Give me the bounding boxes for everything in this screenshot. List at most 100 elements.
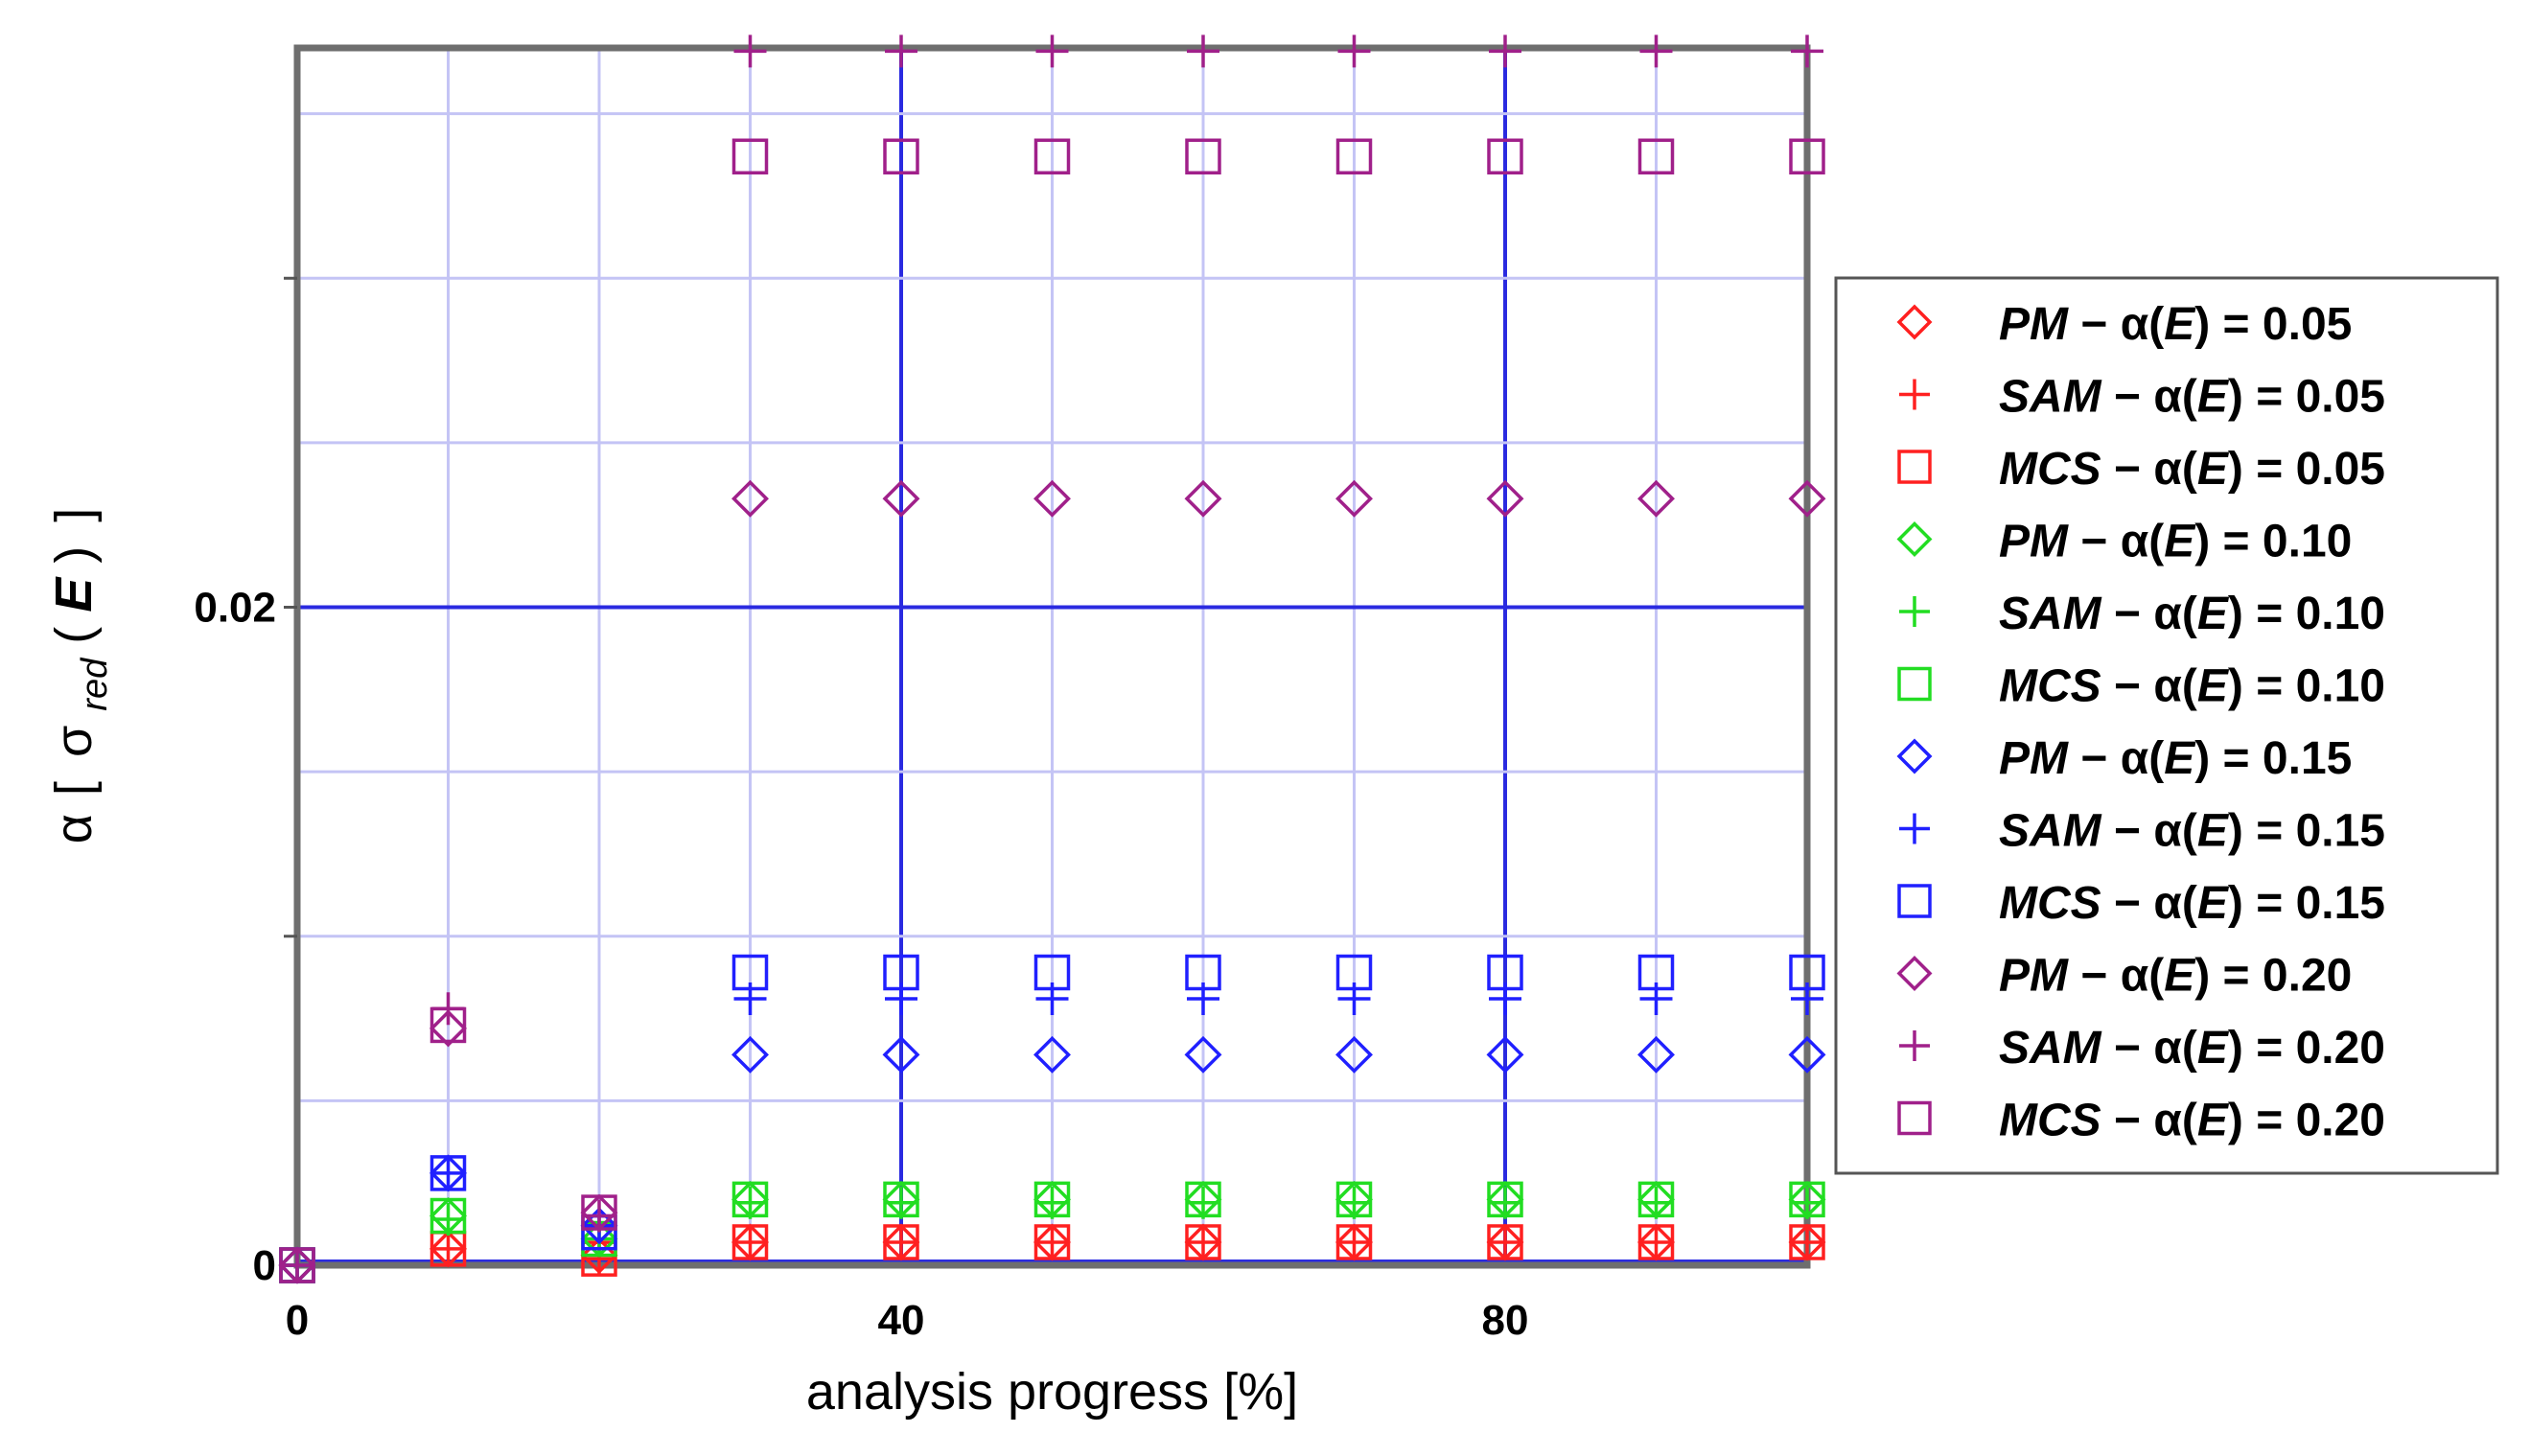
point-plus [431, 1156, 465, 1190]
legend-item: MCS − α(E) = 0.20 [1897, 1096, 2385, 1146]
series-1 [281, 1225, 1823, 1282]
point-square [1487, 1224, 1523, 1260]
point-square [1487, 1181, 1523, 1218]
point-plus [733, 1225, 767, 1259]
legend-item: MCS − α(E) = 0.05 [1897, 444, 2385, 495]
point-square [1789, 954, 1825, 991]
point-plus [885, 1186, 917, 1219]
y-tick-label: 0.02 [194, 585, 276, 632]
point-square [1033, 954, 1071, 991]
legend-label: SAM − α(E) = 0.05 [1999, 372, 2385, 423]
point-plus [885, 1225, 917, 1259]
series-11 [279, 138, 1825, 1283]
legend-marker [1896, 521, 1933, 557]
point-square [1033, 1224, 1071, 1260]
point-square [1185, 1224, 1221, 1260]
point-diamond [429, 1009, 467, 1048]
legend-label: MCS − α(E) = 0.10 [1999, 661, 2385, 712]
point-square [429, 1155, 467, 1191]
legend-label: MCS − α(E) = 0.05 [1999, 444, 2385, 495]
point-plus [1337, 1225, 1371, 1259]
point-square [731, 1181, 769, 1218]
point-square [1637, 1224, 1675, 1260]
legend-item: SAM − α(E) = 0.15 [1899, 806, 2385, 857]
point-plus [1187, 1186, 1219, 1219]
point-plus [885, 35, 917, 68]
point-square [1185, 1181, 1221, 1218]
legend-marker [1899, 596, 1930, 627]
point-square [1789, 138, 1825, 175]
point-diamond [1335, 1035, 1373, 1074]
point-plus [1489, 1225, 1521, 1259]
legend-marker [1899, 813, 1930, 844]
x-tick-label: 80 [1482, 1297, 1529, 1344]
point-diamond [1184, 1035, 1222, 1074]
point-square [1487, 954, 1523, 991]
legend-marker [1897, 884, 1932, 918]
point-plus [1791, 35, 1823, 68]
point-square [731, 1224, 769, 1260]
point-diamond [1335, 479, 1373, 518]
axis-ticks: 0 0.02 0 40 80 [194, 276, 1529, 1344]
y-axis-title: α [ σ red ( E ) ] [45, 508, 118, 844]
point-square [1335, 1224, 1373, 1260]
point-square [1637, 138, 1675, 175]
legend-item: PM − α(E) = 0.15 [1896, 733, 2352, 784]
point-diamond [1184, 479, 1222, 518]
data-marks [278, 35, 1826, 1284]
point-diamond [882, 479, 920, 518]
grid [297, 48, 1807, 1265]
point-plus [1337, 1186, 1371, 1219]
point-plus [431, 1202, 465, 1236]
point-diamond [1486, 1035, 1524, 1074]
point-square [1335, 138, 1373, 175]
point-plus [733, 1186, 767, 1219]
x-axis-title: analysis progress [%] [806, 1363, 1298, 1421]
point-square [1637, 1181, 1675, 1218]
point-square [1637, 954, 1675, 991]
legend-marker [1896, 956, 1933, 991]
y-tick-label: 0 [253, 1242, 276, 1289]
point-plus [1791, 1225, 1823, 1259]
series-8 [279, 954, 1825, 1283]
point-square [883, 954, 919, 991]
legend-item: PM − α(E) = 0.05 [1896, 299, 2352, 350]
point-square [279, 1247, 315, 1283]
point-square [1335, 954, 1373, 991]
point-square [581, 1194, 617, 1231]
point-square [883, 138, 919, 175]
legend-item: SAM − α(E) = 0.05 [1899, 372, 2385, 423]
x-tick-label: 0 [286, 1297, 309, 1344]
point-plus [431, 1232, 465, 1265]
point-plus [1489, 35, 1521, 68]
point-diamond [882, 1035, 920, 1074]
legend-marker [1897, 450, 1932, 484]
legend-label: PM − α(E) = 0.10 [1999, 517, 2352, 567]
legend-label: MCS − α(E) = 0.15 [1999, 878, 2385, 929]
point-plus [1337, 35, 1371, 68]
legend-label: PM − α(E) = 0.20 [1999, 951, 2352, 1002]
point-square [883, 1181, 919, 1218]
legend-label: MCS − α(E) = 0.20 [1999, 1096, 2385, 1146]
svg-text:α [ σ red: α [ σ red ( E ) ] [45, 508, 118, 844]
legend-marker [1896, 738, 1933, 774]
y-axis-title-sigma: σ [45, 726, 103, 757]
point-plus [733, 35, 767, 68]
x-tick-label: 40 [878, 1297, 925, 1344]
y-axis-title-sub: red [75, 657, 115, 711]
legend-item: MCS − α(E) = 0.15 [1897, 878, 2385, 929]
point-square [1789, 1181, 1825, 1218]
series-9 [278, 479, 1826, 1284]
legend-marker [1897, 1100, 1932, 1136]
point-diamond [731, 1035, 769, 1074]
legend-marker [1897, 666, 1932, 702]
point-square [429, 1197, 467, 1235]
legend: PM − α(E) = 0.05 SAM − α(E) = 0.05 MCS − α… [1834, 276, 2499, 1175]
legend-marker [1899, 379, 1930, 410]
point-diamond [1486, 479, 1524, 518]
point-plus [1791, 1186, 1823, 1219]
point-plus [1035, 1225, 1069, 1259]
point-plus [1639, 1225, 1673, 1259]
point-diamond [1637, 479, 1675, 518]
